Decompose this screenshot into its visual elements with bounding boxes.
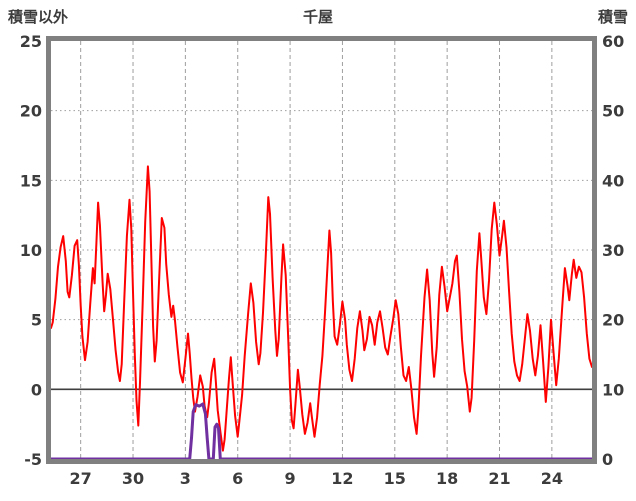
- left-axis-tick-label: 25: [20, 32, 42, 51]
- snow-line: [51, 402, 592, 459]
- x-axis-tick-label: 15: [384, 469, 406, 488]
- x-axis-tick-label: 27: [70, 469, 92, 488]
- x-axis-tick-label: 18: [436, 469, 458, 488]
- left-axis-tick-label: 5: [31, 311, 42, 330]
- right-axis-tick-label: 10: [602, 380, 624, 399]
- right-axis-title: 積雪: [597, 8, 628, 26]
- right-axis-tick-label: 60: [602, 32, 624, 51]
- x-axis-tick-label: 3: [180, 469, 191, 488]
- right-axis-tick-label: 40: [602, 171, 624, 190]
- left-axis-tick-label: 10: [20, 241, 42, 260]
- x-axis-tick-label: 12: [331, 469, 353, 488]
- left-axis-tick-label: 0: [31, 380, 42, 399]
- x-axis-tick-label: 30: [122, 469, 144, 488]
- left-axis-title: 積雪以外: [8, 8, 69, 26]
- right-axis-tick-label: 30: [602, 241, 624, 260]
- x-axis-tick-label: 9: [285, 469, 296, 488]
- chart-title: 千屋: [302, 8, 333, 26]
- x-axis-tick-label: 21: [488, 469, 510, 488]
- x-axis-tick-label: 24: [541, 469, 563, 488]
- right-axis-tick-label: 0: [602, 450, 613, 469]
- right-axis-tick-label: 20: [602, 311, 624, 330]
- x-axis-tick-label: 6: [232, 469, 243, 488]
- plot-border: [46, 36, 597, 464]
- left-axis-tick-label: 15: [20, 171, 42, 190]
- right-axis-tick-label: 50: [602, 102, 624, 121]
- left-axis-tick-label: -5: [24, 450, 42, 469]
- left-axis-tick-label: 20: [20, 102, 42, 121]
- temperature-line: [51, 165, 592, 452]
